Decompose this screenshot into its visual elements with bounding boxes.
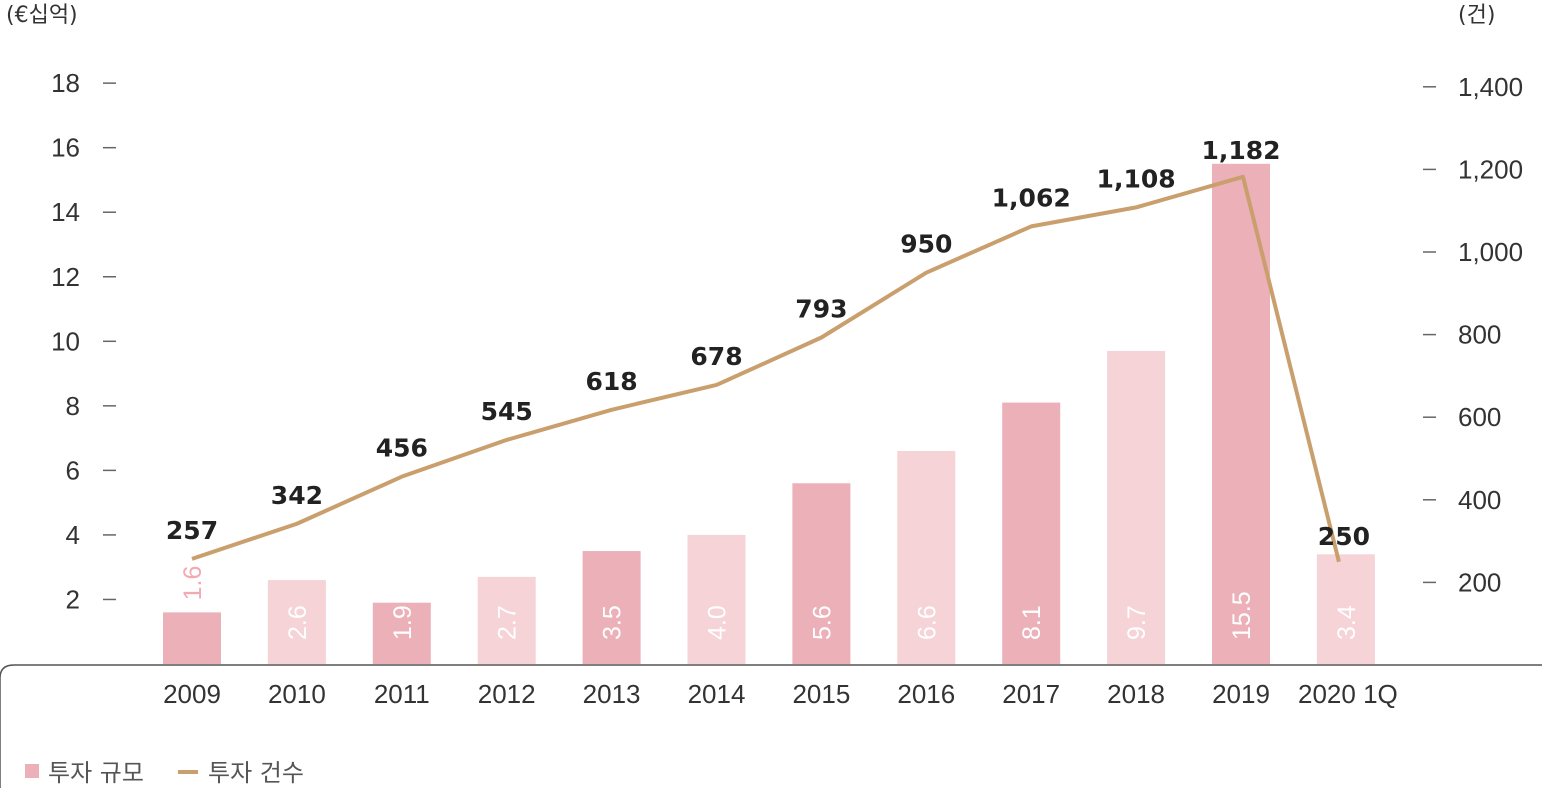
legend: 투자 규모 투자 건수 <box>25 759 304 787</box>
line-value-label: 618 <box>586 367 638 396</box>
x-tick-label: 2013 <box>583 679 641 709</box>
bar-value-label: 2.6 <box>284 605 312 640</box>
bar <box>1316 554 1375 664</box>
bar <box>372 602 431 664</box>
count-line <box>191 174 1341 563</box>
right-tick-label: 1,200 <box>1458 154 1523 184</box>
line-value-labels: 257 342 456 545 618 678 793 950 1,062 1,108 1,182 2… <box>166 136 1370 551</box>
bar-value-label: 8.1 <box>1018 605 1046 640</box>
x-tick-label: 2009 <box>163 679 221 709</box>
line-value-label: 456 <box>376 434 428 463</box>
bar-value-label: 5.6 <box>808 605 836 640</box>
left-tick-label: 6 <box>66 455 80 485</box>
line-value-label: 342 <box>271 481 323 510</box>
right-axis-unit: (건) <box>1458 3 1495 28</box>
bar-series <box>163 163 1375 664</box>
legend-bar-label: 투자 규모 <box>48 759 144 787</box>
bar-value-label: 1.6 <box>179 566 207 601</box>
left-tick-label: 16 <box>51 133 80 163</box>
x-tick-label: 2010 <box>268 679 326 709</box>
baseline-frame <box>0 664 1542 788</box>
bar-value-labels: 1.6 2.6 1.9 2.7 3.5 4.0 5.6 6.6 8.1 9.7 15.5 3.4 <box>179 566 1361 640</box>
bar <box>582 551 641 664</box>
right-tick-label: 1,400 <box>1458 72 1523 102</box>
bar-value-label: 4.0 <box>704 605 732 640</box>
line-value-label: 950 <box>900 230 952 259</box>
line-value-label: 257 <box>166 516 218 545</box>
legend-line-label: 투자 건수 <box>208 759 304 787</box>
x-tick-label: 2019 <box>1212 679 1270 709</box>
right-tick-label: 400 <box>1458 485 1501 515</box>
bar-value-label: 15.5 <box>1228 591 1256 640</box>
x-tick-label: 2020 1Q <box>1298 679 1398 709</box>
line-value-label: 1,062 <box>992 183 1071 212</box>
right-tick-label: 1,000 <box>1458 237 1523 267</box>
x-tick-label: 2012 <box>478 679 536 709</box>
x-tick-label: 2014 <box>688 679 746 709</box>
x-tick-label: 2011 <box>374 679 430 709</box>
left-tick-label: 14 <box>51 197 80 227</box>
bar <box>687 534 746 664</box>
left-axis-unit: (€십억) <box>6 3 78 28</box>
bar-value-label: 1.9 <box>389 605 417 640</box>
bar <box>477 576 536 664</box>
left-tick-label: 10 <box>51 326 80 356</box>
right-tick-label: 200 <box>1458 567 1501 597</box>
x-tick-label: 2017 <box>1002 679 1060 709</box>
bar <box>267 580 326 664</box>
x-tick-label: 2015 <box>792 679 850 709</box>
legend-bar-swatch <box>25 764 39 778</box>
bar <box>163 612 221 664</box>
bar-value-label: 2.7 <box>494 605 522 640</box>
left-axis-ticks: 2 4 6 8 10 12 14 16 18 <box>51 68 116 614</box>
bar <box>1212 163 1270 664</box>
bar-value-label: 3.4 <box>1333 605 1361 640</box>
left-tick-label: 12 <box>51 262 80 292</box>
x-tick-label: 2016 <box>897 679 955 709</box>
left-tick-label: 4 <box>66 520 80 550</box>
line-value-label: 793 <box>795 294 847 323</box>
bar <box>897 451 956 664</box>
bar <box>792 483 851 664</box>
left-tick-label: 2 <box>66 584 80 614</box>
line-value-label: 1,108 <box>1097 164 1176 193</box>
x-tick-label: 2018 <box>1107 679 1165 709</box>
right-axis-ticks: 200 400 600 800 1,000 1,200 1,400 <box>1423 72 1523 597</box>
x-axis-labels: 2009 2010 2011 2012 2013 2014 2015 2016 2017 2018… <box>163 679 1398 709</box>
right-tick-label: 800 <box>1458 320 1501 350</box>
line-value-label: 250 <box>1318 522 1370 551</box>
bar <box>1107 350 1166 664</box>
right-tick-label: 600 <box>1458 402 1501 432</box>
left-tick-label: 18 <box>51 68 80 98</box>
line-value-label: 545 <box>481 397 533 426</box>
left-tick-label: 8 <box>66 391 80 421</box>
bar-value-label: 3.5 <box>599 605 627 640</box>
bar-value-label: 9.7 <box>1123 605 1151 640</box>
line-value-label: 1,182 <box>1201 136 1280 165</box>
bar-value-label: 6.6 <box>913 605 941 640</box>
bar <box>1002 402 1061 664</box>
line-value-label: 678 <box>690 342 742 371</box>
